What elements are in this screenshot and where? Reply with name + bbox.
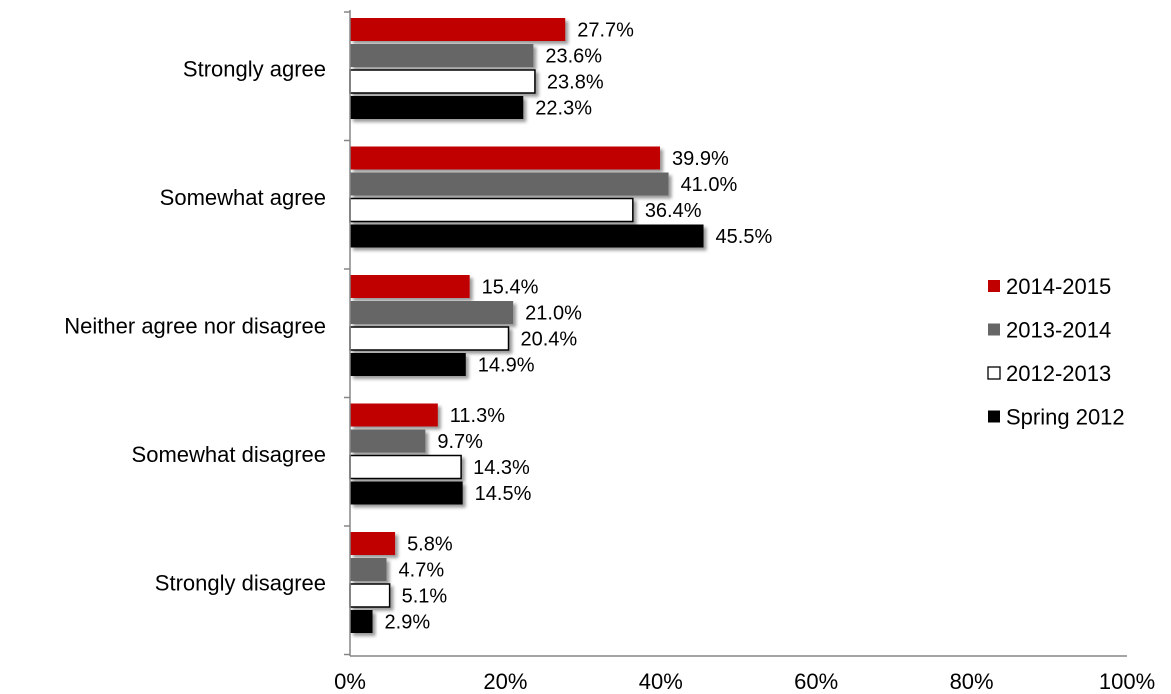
data-label-spring-2012-strongly-disagree: 2.9% <box>385 612 431 634</box>
legend-swatch-spring-2012 <box>988 410 1000 423</box>
bar-2013-2014-somewhat-agree <box>350 172 669 196</box>
data-label-2014-2015-somewhat-agree: 39.9% <box>672 148 729 170</box>
category-labels-group: Strongly agree Somewhat agree Neither agre… <box>64 57 326 596</box>
data-label-2013-2014-strongly-agree: 23.6% <box>545 46 602 68</box>
bar-2012-2013-strongly-agree <box>349 69 536 94</box>
x-tick-label-5: 100% <box>1099 669 1155 694</box>
legend-label-2012-2013: 2012-2013 <box>1006 361 1111 386</box>
category-label-somewhat-disagree: Somewhat disagree <box>132 442 326 467</box>
bar-2012-2013-strongly-disagree <box>349 583 391 608</box>
x-tick-label-1: 20% <box>483 669 527 694</box>
data-label-2014-2015-neither-agree-nor-disagree: 15.4% <box>482 277 539 299</box>
legend: 2014-2015 2013-2014 2012-2013 Spring 2012 <box>987 274 1125 430</box>
legend-swatch-2012-2013 <box>987 366 1001 380</box>
category-label-strongly-disagree: Strongly disagree <box>155 571 326 596</box>
category-label-somewhat-agree: Somewhat agree <box>160 185 326 210</box>
bar-2013-2014-somewhat-disagree <box>350 429 426 453</box>
tick-labels-group: 0% 20% 40% 60% 80% 100% <box>334 669 1155 694</box>
data-label-2014-2015-strongly-disagree: 5.8% <box>407 534 453 556</box>
axes-group <box>344 10 1127 657</box>
legend-label-2014-2015: 2014-2015 <box>1006 274 1111 299</box>
bar-spring-2012-strongly-disagree <box>350 610 373 633</box>
data-label-2012-2013-strongly-disagree: 5.1% <box>402 586 448 608</box>
legend-swatch-2014-2015 <box>988 280 1000 292</box>
data-label-spring-2012-strongly-agree: 22.3% <box>535 98 592 120</box>
bar-2014-2015-strongly-disagree <box>350 532 396 555</box>
data-label-2012-2013-strongly-agree: 23.8% <box>547 72 604 94</box>
bar-spring-2012-strongly-agree <box>350 96 524 119</box>
data-label-2013-2014-neither-agree-nor-disagree: 21.0% <box>525 303 582 325</box>
data-label-spring-2012-somewhat-agree: 45.5% <box>716 226 773 248</box>
bar-2012-2013-somewhat-disagree <box>349 454 462 480</box>
bar-spring-2012-somewhat-disagree <box>350 481 463 505</box>
data-label-2013-2014-somewhat-agree: 41.0% <box>681 174 738 196</box>
category-label-strongly-agree: Strongly agree <box>183 57 326 82</box>
bar-spring-2012-somewhat-agree <box>350 224 704 248</box>
bar-2012-2013-neither-agree-nor-disagree <box>349 326 510 351</box>
legend-label-2013-2014: 2013-2014 <box>1006 318 1111 343</box>
data-label-2013-2014-somewhat-disagree: 9.7% <box>437 431 483 453</box>
data-labels-group: 27.7% 23.6% 23.8% 22.3% 39.9% 41.0% 36.4% 45.5%… <box>385 20 773 634</box>
bar-2013-2014-strongly-agree <box>350 44 534 67</box>
legend-swatch-2013-2014 <box>988 323 1000 336</box>
x-tick-label-0: 0% <box>334 669 366 694</box>
data-label-2014-2015-strongly-agree: 27.7% <box>577 20 634 42</box>
data-label-2012-2013-somewhat-disagree: 14.3% <box>473 457 530 479</box>
bar-2014-2015-somewhat-disagree <box>350 403 438 427</box>
data-label-spring-2012-neither-agree-nor-disagree: 14.9% <box>478 355 535 377</box>
data-label-2012-2013-neither-agree-nor-disagree: 20.4% <box>521 329 578 351</box>
bar-2013-2014-strongly-disagree <box>350 558 387 581</box>
bar-2014-2015-neither-agree-nor-disagree <box>350 275 470 298</box>
bar-spring-2012-neither-agree-nor-disagree <box>350 353 466 376</box>
bar-2013-2014-neither-agree-nor-disagree <box>350 301 514 324</box>
data-label-2013-2014-strongly-disagree: 4.7% <box>399 560 445 582</box>
category-label-neither-agree-nor-disagree: Neither agree nor disagree <box>64 314 326 339</box>
data-label-2014-2015-somewhat-disagree: 11.3% <box>450 405 505 427</box>
bar-2014-2015-strongly-agree <box>350 18 566 41</box>
data-label-spring-2012-somewhat-disagree: 14.5% <box>475 483 532 505</box>
x-tick-label-2: 40% <box>639 669 683 694</box>
data-label-2012-2013-somewhat-agree: 36.4% <box>645 200 702 222</box>
bar-2012-2013-somewhat-agree <box>349 197 634 223</box>
legend-label-spring-2012: Spring 2012 <box>1006 405 1125 430</box>
bar-2014-2015-somewhat-agree <box>350 146 661 170</box>
x-tick-label-4: 80% <box>950 669 994 694</box>
x-tick-label-3: 60% <box>794 669 838 694</box>
bars-group <box>349 18 704 633</box>
